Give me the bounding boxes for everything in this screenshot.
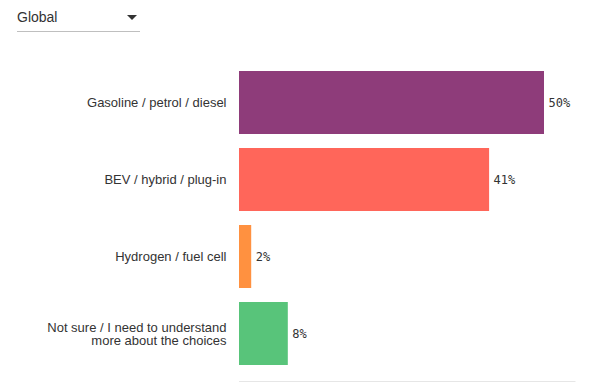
html-text:Global: Global xyxy=(17,9,58,25)
svg-text:41%: 41% xyxy=(494,173,516,187)
svg-text:2%: 2% xyxy=(256,250,271,264)
svg-text:Gasoline / petrol / diesel: Gasoline / petrol / diesel xyxy=(87,95,227,110)
svg-text:Hydrogen / fuel cell: Hydrogen / fuel cell xyxy=(115,249,226,264)
svg-text:50%: 50% xyxy=(549,96,571,110)
svg-text:BEV / hybrid / plug-in: BEV / hybrid / plug-in xyxy=(104,172,226,187)
svg-text:8%: 8% xyxy=(292,327,307,341)
svg-text:Not sure / I need to understan: Not sure / I need to understandmore abou… xyxy=(47,320,227,348)
